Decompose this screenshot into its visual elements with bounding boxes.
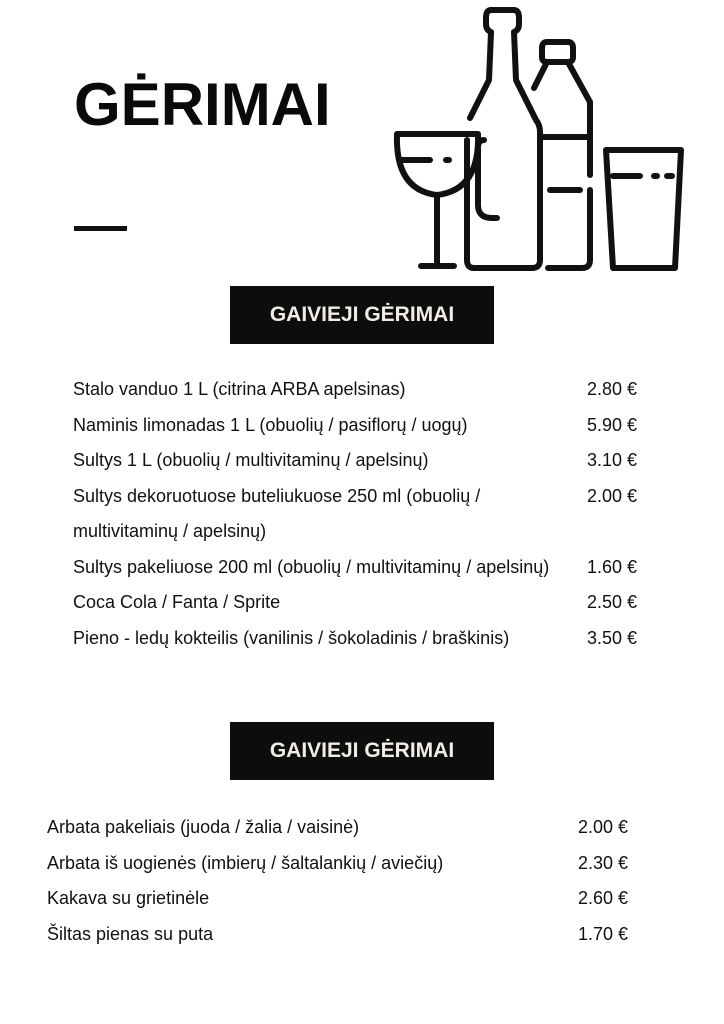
item-name: Šiltas pienas su puta [47, 923, 214, 944]
menu-item: Coca Cola / Fanta / Sprite 2.50 € [73, 585, 637, 621]
menu-item: Stalo vanduo 1 L (citrina ARBA apelsinas… [73, 372, 637, 408]
item-price: 2.00 € [577, 817, 628, 837]
item-price: 3.50 € [586, 627, 637, 648]
item-name: Arbata iš uogienės (imbierų / šaltalanki… [47, 852, 444, 873]
item-name: Arbata pakeliais (juoda / žalia / vaisin… [47, 817, 360, 837]
item-price: 1.70 € [577, 923, 628, 944]
item-name: Sultys dekoruotuose buteliukuose 250 ml … [73, 485, 481, 542]
drinks-illustration-icon [393, 7, 684, 271]
item-name: Kakava su grietinėle [47, 888, 210, 908]
item-price: 2.50 € [586, 592, 637, 612]
item-price: 2.80 € [586, 379, 637, 399]
item-price: 2.60 € [577, 888, 628, 908]
item-price: 5.90 € [586, 414, 637, 435]
item-name: Coca Cola / Fanta / Sprite [73, 592, 281, 612]
menu-item: Pieno - ledų kokteilis (vanilinis / šoko… [73, 621, 637, 657]
item-price: 2.00 € [586, 485, 637, 506]
page-title: GĖRIMAI [74, 71, 331, 138]
menu-item: Sultys dekoruotuose buteliukuose 250 ml … [73, 479, 637, 550]
menu-item: Naminis limonadas 1 L (obuolių / pasiflo… [73, 408, 637, 444]
section-heading-2: GAIVIEJI GĖRIMAI [230, 722, 494, 780]
menu-item: Kakava su grietinėle 2.60 € [47, 881, 628, 917]
menu-list-2: Arbata pakeliais (juoda / žalia / vaisin… [47, 810, 628, 952]
section-heading-1: GAIVIEJI GĖRIMAI [230, 286, 494, 344]
item-name: Naminis limonadas 1 L (obuolių / pasiflo… [73, 414, 468, 435]
title-underline [74, 226, 127, 231]
item-name: Sultys 1 L (obuolių / multivitaminų / ap… [73, 450, 429, 470]
item-name: Sultys pakeliuose 200 ml (obuolių / mult… [73, 556, 550, 577]
item-price: 1.60 € [586, 556, 637, 577]
item-name: Stalo vanduo 1 L (citrina ARBA apelsinas… [73, 379, 406, 399]
menu-item: Sultys 1 L (obuolių / multivitaminų / ap… [73, 443, 637, 479]
item-name: Pieno - ledų kokteilis (vanilinis / šoko… [73, 627, 510, 648]
menu-item: Sultys pakeliuose 200 ml (obuolių / mult… [73, 550, 637, 586]
item-price: 3.10 € [586, 450, 637, 470]
menu-item: Arbata pakeliais (juoda / žalia / vaisin… [47, 810, 628, 846]
menu-item: Šiltas pienas su puta 1.70 € [47, 917, 628, 953]
menu-list-1: Stalo vanduo 1 L (citrina ARBA apelsinas… [73, 372, 637, 656]
menu-item: Arbata iš uogienės (imbierų / šaltalanki… [47, 846, 628, 882]
item-price: 2.30 € [577, 852, 628, 873]
